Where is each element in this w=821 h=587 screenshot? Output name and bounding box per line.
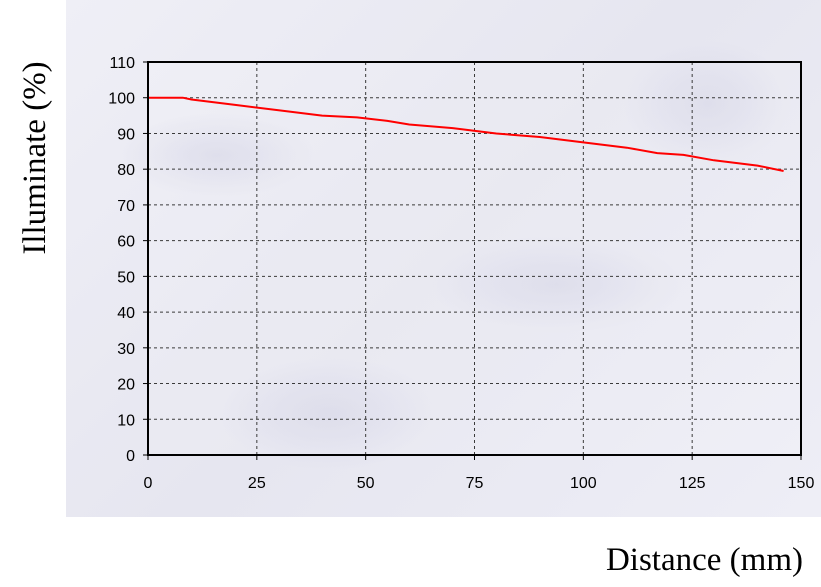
x-tick-label: 25 [248,475,266,492]
chart-background [66,0,821,517]
x-axis-title: Distance (mm) [606,542,803,578]
y-tick-label: 40 [117,305,135,322]
plot-frame [147,61,802,456]
y-tick-label: 20 [117,377,135,394]
y-tick-label: 60 [117,234,135,251]
y-tick-label: 10 [117,412,135,429]
y-axis-title: Illuminate (%) [17,61,53,254]
x-tick-label: 125 [679,475,706,492]
tick-labels: 0 10 20 30 40 50 60 70 80 90 100 110 0 25 50 75 100 125 15… [108,55,814,492]
x-tick-label: 75 [466,475,484,492]
y-tick-label: 0 [126,448,135,465]
y-tick-label: 100 [108,91,135,108]
x-tick-label: 100 [570,475,597,492]
series-layer [148,96,784,172]
x-tick-label: 0 [144,475,153,492]
y-tick-label: 80 [117,162,135,179]
y-tick-label: 30 [117,341,135,358]
y-tick-label: 110 [109,55,135,72]
plot-area [148,62,801,455]
y-tick-label: 90 [117,126,135,143]
x-tick-label: 150 [788,475,815,492]
x-tick-label: 50 [357,475,375,492]
series-line [148,96,784,172]
y-tick-label: 70 [117,198,135,215]
y-tick-label: 50 [117,269,135,286]
